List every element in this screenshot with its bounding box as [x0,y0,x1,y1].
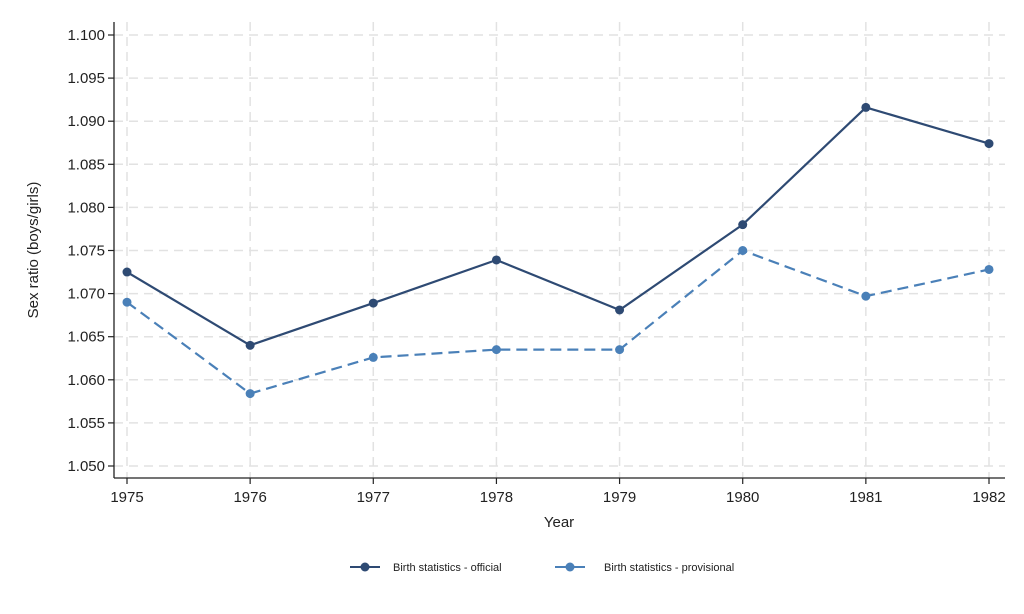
data-point [491,255,501,265]
data-point [861,102,871,112]
legend-label-official: Birth statistics - official [393,562,502,574]
x-tick-label: 1980 [726,489,759,506]
data-point [368,352,378,362]
legend-marker-official [360,562,370,572]
y-axis-title: Sex ratio (boys/girls) [25,182,42,319]
y-axis-ticks: 1.050 1.055 1.060 1.065 1.070 1.075 1.080 1.085… [67,27,114,475]
legend-marker-provisional [565,562,575,572]
y-tick-label: 1.080 [67,199,105,216]
y-tick-label: 1.055 [67,415,105,432]
data-point [491,345,501,355]
data-point [615,345,625,355]
grid-layer [114,22,1005,478]
data-point [368,298,378,308]
legend-item-official: Birth statistics - official [350,562,502,574]
series-line [126,249,990,395]
data-point [738,246,748,255]
y-tick-label: 1.090 [67,113,105,130]
x-axis-ticks: 1975 1976 1977 1978 1979 1980 1981 1982 [110,478,1006,506]
legend-item-provisional: Birth statistics - provisional [555,562,734,574]
x-tick-label: 1982 [972,489,1005,506]
x-tick-label: 1979 [603,489,636,506]
data-point [245,389,255,399]
data-point [122,267,132,277]
y-tick-label: 1.065 [67,329,105,346]
data-point [122,297,132,307]
data-point [984,264,994,274]
x-tick-label: 1975 [110,489,143,506]
y-tick-label: 1.060 [67,372,105,389]
y-tick-label: 1.050 [67,458,105,475]
x-tick-label: 1976 [233,489,266,506]
data-point [984,139,994,149]
series-layer [122,102,994,399]
y-tick-label: 1.070 [67,286,105,303]
y-tick-label: 1.100 [67,27,105,44]
data-point [615,305,625,315]
x-axis-title: Year [544,514,574,531]
legend: Birth statistics - official Birth statis… [350,562,734,574]
x-tick-label: 1977 [357,489,390,506]
y-tick-label: 1.085 [67,156,105,173]
data-point [738,220,748,230]
series-line [126,106,990,347]
legend-label-provisional: Birth statistics - provisional [604,562,734,574]
y-tick-label: 1.095 [67,70,105,87]
y-tick-label: 1.075 [67,243,105,260]
x-tick-label: 1978 [480,489,513,506]
series-0 [122,102,994,350]
data-point [861,291,871,301]
data-point [245,340,255,350]
x-tick-label: 1981 [849,489,882,506]
series-1 [122,246,994,399]
